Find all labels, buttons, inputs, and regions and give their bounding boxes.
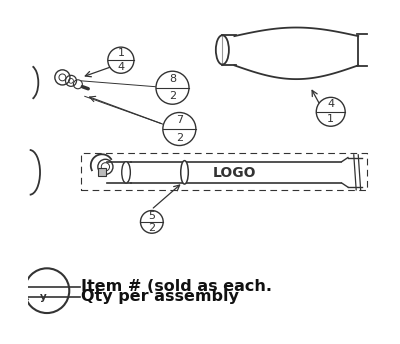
Text: 8: 8	[169, 74, 176, 84]
Text: 4: 4	[327, 99, 334, 109]
Bar	[81, 153, 367, 190]
Text: 4: 4	[117, 62, 124, 72]
Text: y: y	[40, 292, 47, 302]
Text: 1: 1	[117, 49, 124, 58]
Text: 2: 2	[148, 223, 156, 233]
Ellipse shape	[122, 162, 130, 183]
Text: 1: 1	[327, 114, 334, 124]
Text: LOGO: LOGO	[213, 166, 256, 180]
Circle shape	[108, 47, 134, 73]
Circle shape	[163, 112, 196, 146]
Text: 2: 2	[169, 91, 176, 101]
Text: Qty per assembly: Qty per assembly	[81, 289, 239, 304]
Text: 7: 7	[176, 116, 183, 126]
Circle shape	[316, 97, 345, 126]
Text: Item # (sold as each.: Item # (sold as each.	[81, 279, 272, 294]
Text: 5: 5	[148, 211, 155, 221]
Ellipse shape	[181, 161, 188, 184]
Circle shape	[140, 211, 163, 233]
Text: 2: 2	[176, 132, 183, 142]
Circle shape	[156, 71, 189, 104]
FancyBboxPatch shape	[98, 168, 106, 176]
